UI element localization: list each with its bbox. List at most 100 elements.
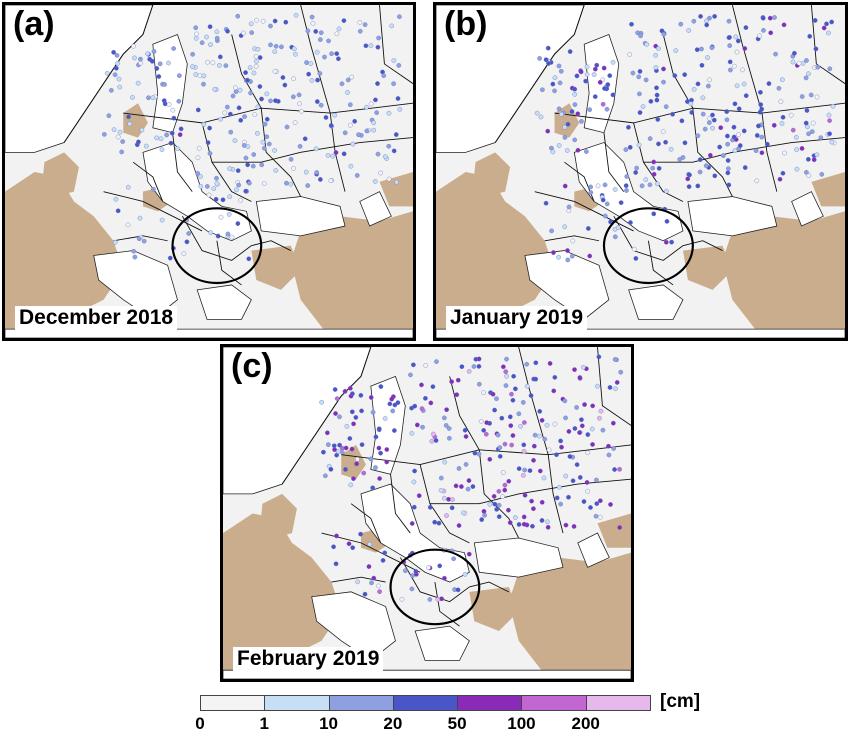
station-dot xyxy=(572,102,578,107)
station-dot xyxy=(472,450,478,456)
station-dot xyxy=(712,173,718,179)
station-dot xyxy=(589,426,595,432)
station-dot xyxy=(577,475,583,480)
station-dot xyxy=(303,169,309,175)
station-dot xyxy=(358,531,363,537)
station-dot xyxy=(579,119,584,124)
station-dot xyxy=(613,386,618,392)
country-border xyxy=(321,532,421,573)
station-dot xyxy=(217,54,223,60)
station-dot xyxy=(451,556,456,562)
station-dot xyxy=(585,488,590,494)
station-dot xyxy=(509,391,514,397)
station-dot xyxy=(176,98,182,104)
station-dot xyxy=(356,132,361,138)
station-dot xyxy=(463,434,469,439)
station-dot xyxy=(607,73,613,78)
station-dot xyxy=(829,19,835,25)
station-dot xyxy=(171,115,177,121)
highlight-ellipse xyxy=(389,548,481,626)
station-dot xyxy=(778,99,784,104)
station-dot xyxy=(455,377,461,383)
station-dot xyxy=(585,450,591,456)
station-dot xyxy=(554,495,560,501)
station-dot xyxy=(343,467,348,472)
station-dot xyxy=(214,29,220,35)
station-dot xyxy=(228,111,233,117)
station-dot xyxy=(567,454,573,459)
station-dot xyxy=(743,25,749,30)
station-dot xyxy=(230,93,236,99)
station-dot xyxy=(546,61,551,66)
station-dot xyxy=(382,416,388,421)
station-dot xyxy=(513,515,518,520)
station-dot xyxy=(335,449,341,454)
station-dot xyxy=(205,59,210,65)
station-dot xyxy=(724,117,730,123)
station-dot xyxy=(725,166,731,172)
station-dot xyxy=(157,61,163,67)
station-dot xyxy=(195,155,201,161)
country-border xyxy=(429,478,631,505)
station-dot xyxy=(395,96,401,101)
station-dot xyxy=(473,356,479,362)
station-dot xyxy=(348,163,354,169)
station-dot xyxy=(520,400,526,405)
station-dot xyxy=(409,521,415,526)
station-dot xyxy=(336,56,341,62)
station-dot xyxy=(541,475,547,481)
station-dot xyxy=(299,108,304,114)
station-dot xyxy=(137,215,143,221)
station-dot xyxy=(664,219,670,224)
station-dot xyxy=(466,369,472,374)
station-dot xyxy=(362,591,368,597)
coastline xyxy=(494,5,585,143)
station-dot xyxy=(699,62,705,68)
station-dot xyxy=(378,450,383,456)
station-dot xyxy=(653,52,658,58)
station-dot xyxy=(245,77,250,83)
station-dot xyxy=(546,447,552,453)
station-dot xyxy=(466,551,472,557)
station-dot xyxy=(466,478,472,483)
station-dot xyxy=(550,81,556,87)
station-dot xyxy=(374,110,379,116)
station-dot xyxy=(580,364,586,370)
station-dot xyxy=(737,143,743,148)
station-dot xyxy=(414,422,420,428)
station-dot xyxy=(600,101,606,107)
station-dot xyxy=(562,124,568,130)
station-dot xyxy=(830,103,836,109)
station-dot xyxy=(521,473,526,478)
country-border xyxy=(172,132,193,192)
station-dot xyxy=(587,253,593,259)
station-dot xyxy=(241,30,246,36)
country-border xyxy=(613,215,684,261)
station-dot xyxy=(273,43,279,49)
station-dot xyxy=(612,467,617,472)
map-panel-january-2019: (b) January 2019 xyxy=(433,2,848,341)
station-dots xyxy=(101,12,403,262)
station-dot xyxy=(170,107,176,113)
station-dot xyxy=(506,507,511,513)
panel-label-b: (b) xyxy=(444,5,488,43)
station-dot xyxy=(511,373,516,379)
station-dot xyxy=(794,147,799,152)
station-dot xyxy=(227,166,233,172)
station-dot xyxy=(156,74,162,79)
station-dot xyxy=(655,181,660,187)
station-dot xyxy=(284,180,289,186)
station-dot xyxy=(803,120,809,126)
station-dot xyxy=(479,517,485,522)
highlight-ellipse xyxy=(171,207,263,285)
station-dot xyxy=(605,82,611,87)
station-dot xyxy=(297,143,303,149)
station-dot xyxy=(637,110,643,115)
station-dot xyxy=(208,230,214,235)
station-dot xyxy=(318,30,324,36)
station-dot xyxy=(354,173,360,178)
station-dot xyxy=(691,18,697,24)
station-dot xyxy=(736,106,742,112)
station-dot xyxy=(186,231,192,236)
station-dot xyxy=(332,387,338,392)
